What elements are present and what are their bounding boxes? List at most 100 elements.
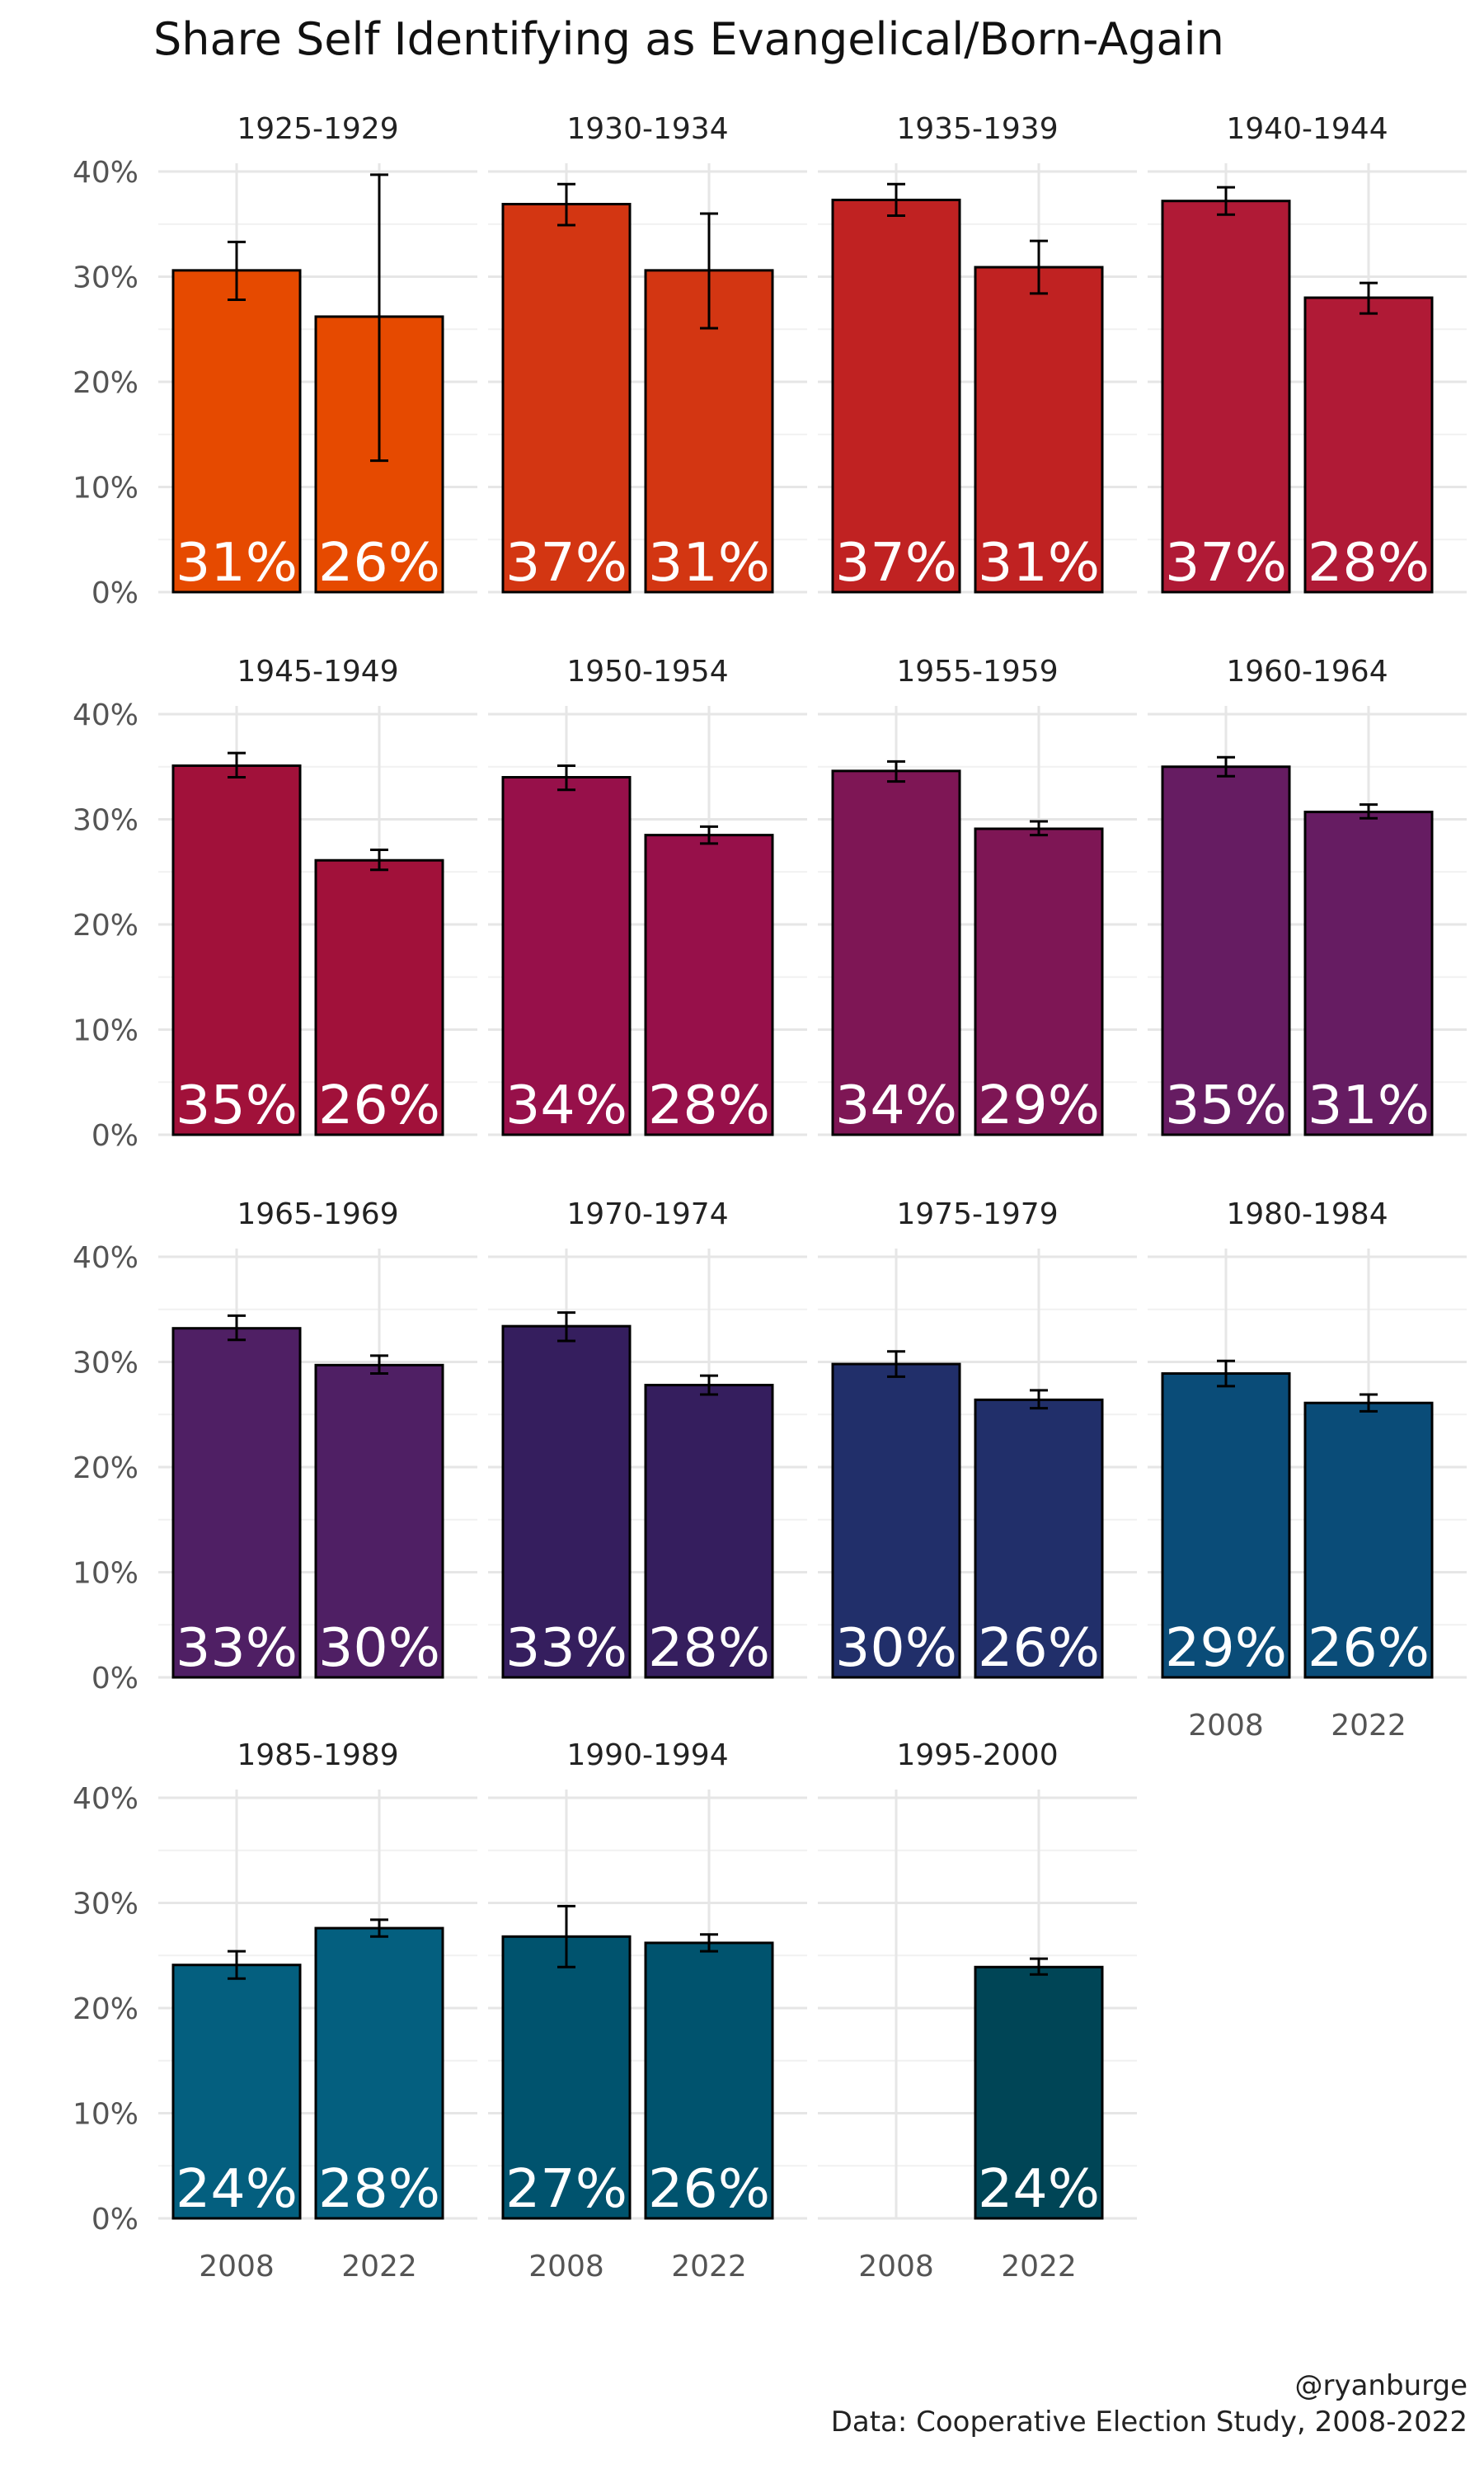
error-bar [1030, 1389, 1048, 1410]
bar-value-label: 30% [835, 1618, 957, 1679]
y-tick-label: 20% [73, 909, 139, 943]
facet-label: 1935-1939 [896, 112, 1058, 146]
bar-value-label: 31% [648, 533, 770, 594]
facet-label: 1980-1984 [1226, 1197, 1388, 1231]
bar-2008 [501, 776, 632, 1136]
facet-label: 1925-1929 [237, 112, 398, 146]
bar-2022 [1303, 296, 1434, 594]
bar-2008 [831, 198, 961, 594]
y-tick-label: 40% [73, 1782, 139, 1816]
error-bar [370, 173, 388, 463]
error-bar [228, 240, 246, 302]
facet-panel-1965-1969: 1965-1969 0% 10% 20% 30% 40% 33% 30% [73, 1197, 477, 1696]
facet-panel-1955-1959: 1955-1959 34% 29% [818, 655, 1137, 1136]
error-bar [1217, 186, 1235, 216]
bar-2022 [314, 1926, 444, 2220]
y-tick-label: 10% [73, 1014, 139, 1048]
facet-panel-1950-1954: 1950-1954 34% 28% [488, 655, 807, 1136]
bar-value-label: 33% [176, 1618, 298, 1679]
error-bar [557, 1904, 575, 1968]
error-bar [700, 212, 718, 330]
y-tick-label: 40% [73, 1241, 139, 1275]
bar-2008 [831, 769, 961, 1136]
bar-2022 [644, 834, 774, 1136]
error-bar [228, 1950, 246, 1980]
y-tick-label: 10% [73, 2098, 139, 2132]
error-bar [887, 760, 905, 783]
facet-label: 1995-2000 [896, 1738, 1058, 1772]
y-tick-label: 20% [73, 1992, 139, 2026]
bar-value-label: 31% [978, 533, 1100, 594]
error-bar [1030, 820, 1048, 837]
error-bar [700, 1374, 718, 1396]
bar-2008 [171, 269, 302, 594]
bar-value-label: 35% [176, 1075, 298, 1136]
error-bar [887, 1350, 905, 1378]
bar-value-label: 35% [1165, 1075, 1287, 1136]
error-bar [1030, 1957, 1048, 1976]
facet-panel-1960-1964: 1960-1964 35% 31% [1148, 655, 1467, 1136]
bar-value-label: 24% [176, 2159, 298, 2220]
bar-2008 [501, 1935, 632, 2220]
error-bar [700, 825, 718, 845]
y-tick-label: 40% [73, 698, 139, 732]
bar-2008 [1161, 765, 1291, 1136]
bar-2022 [974, 1965, 1104, 2220]
facet-label: 1940-1944 [1226, 112, 1388, 146]
bar-2022 [974, 827, 1104, 1136]
error-bar [1360, 1393, 1378, 1413]
bar-value-label: 37% [835, 533, 957, 594]
y-tick-label: 0% [92, 576, 139, 610]
error-bar [557, 764, 575, 792]
error-bar [1360, 803, 1378, 820]
error-bar [557, 1311, 575, 1343]
caption-source: Data: Cooperative Election Study, 2008-2… [831, 2406, 1468, 2439]
bar-2022 [314, 858, 444, 1136]
bar-2008 [171, 764, 302, 1136]
bar-2022 [314, 1363, 444, 1679]
error-bar [887, 182, 905, 218]
bar-value-label: 26% [1308, 1618, 1430, 1679]
error-bar [1217, 1359, 1235, 1388]
error-bar [370, 1354, 388, 1376]
error-bar [1030, 239, 1048, 295]
bar-value-label: 37% [505, 533, 627, 594]
bar-value-label: 34% [835, 1075, 957, 1136]
y-tick-label: 20% [73, 1451, 139, 1485]
facet-label: 1945-1949 [237, 655, 398, 689]
bar-value-label: 30% [318, 1618, 440, 1679]
y-tick-label: 30% [73, 1347, 139, 1380]
facet-panel-1940-1944: 1940-1944 37% 28% [1148, 112, 1467, 594]
caption-handle: @ryanburge [1295, 2369, 1468, 2402]
facet-label: 1965-1969 [237, 1197, 398, 1231]
bar-2008 [831, 1362, 961, 1679]
x-tick-label: 2022 [1331, 1709, 1407, 1743]
error-bar [370, 1918, 388, 1938]
bar-2022 [644, 1941, 774, 2220]
x-tick-label: 2008 [528, 2250, 604, 2284]
bar-value-label: 29% [1165, 1618, 1287, 1679]
facet-panel-1985-1989: 1985-1989 0% 10% 20% 30% 40% 24% 28% 2008 2022 [73, 1738, 477, 2284]
facet-panel-1970-1974: 1970-1974 33% 28% [488, 1197, 807, 1679]
error-bar [557, 182, 575, 227]
bar-value-label: 28% [318, 2159, 440, 2220]
facet-panel-1935-1939: 1935-1939 37% 31% [818, 112, 1137, 594]
x-tick-label: 2008 [199, 2250, 275, 2284]
y-tick-label: 10% [73, 1557, 139, 1591]
facet-panel-1930-1934: 1930-1934 37% 31% [488, 112, 807, 594]
bar-value-label: 26% [648, 2159, 770, 2220]
y-tick-label: 0% [92, 1119, 139, 1153]
bar-value-label: 24% [978, 2159, 1100, 2220]
facet-panels: 1925-1929 0% 10% 20% 30% 40% 31% 26% 1930-1934 37… [73, 112, 1467, 2284]
bar-2022 [974, 1398, 1104, 1679]
error-bar [228, 1314, 246, 1342]
bar-value-label: 28% [648, 1075, 770, 1136]
facet-label: 1975-1979 [896, 1197, 1058, 1231]
y-tick-label: 30% [73, 261, 139, 295]
y-tick-label: 30% [73, 804, 139, 838]
x-tick-label: 2008 [858, 2250, 934, 2284]
bar-value-label: 29% [978, 1075, 1100, 1136]
bar-2008 [171, 1327, 302, 1679]
bar-2022 [974, 266, 1104, 594]
